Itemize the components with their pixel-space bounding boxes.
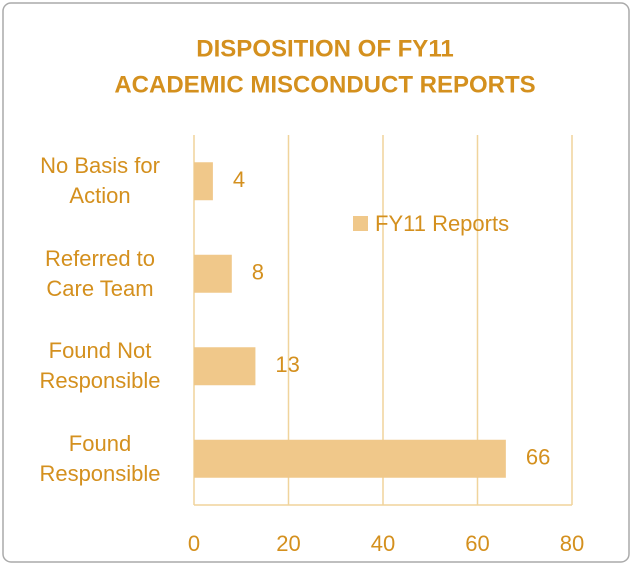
x-tick-label: 0 xyxy=(188,531,200,556)
x-tick-label: 60 xyxy=(465,531,489,556)
y-tick-label: Referred to Care Team xyxy=(44,245,156,301)
x-tick-label: 20 xyxy=(276,531,300,556)
legend-swatch xyxy=(353,216,368,231)
legend-label: FY11 Reports xyxy=(375,211,509,236)
x-tick-label: 80 xyxy=(560,531,584,556)
value-label: 13 xyxy=(275,352,299,377)
chart-title: DISPOSITION OF FY11 xyxy=(196,35,453,62)
bar xyxy=(194,439,506,478)
x-tick-label: 40 xyxy=(371,531,395,556)
y-tick-label: Found Not Responsible xyxy=(39,338,161,394)
value-label: 8 xyxy=(252,260,264,285)
value-label: 66 xyxy=(526,445,550,470)
bar xyxy=(194,254,232,293)
y-tick-label: Found Responsible xyxy=(39,430,161,486)
y-tick-label: No Basis for Action xyxy=(40,153,160,209)
bar xyxy=(194,162,213,201)
chart-title: ACADEMIC MISCONDUCT REPORTS xyxy=(114,71,535,98)
value-label: 4 xyxy=(233,167,245,192)
bar xyxy=(194,347,256,386)
